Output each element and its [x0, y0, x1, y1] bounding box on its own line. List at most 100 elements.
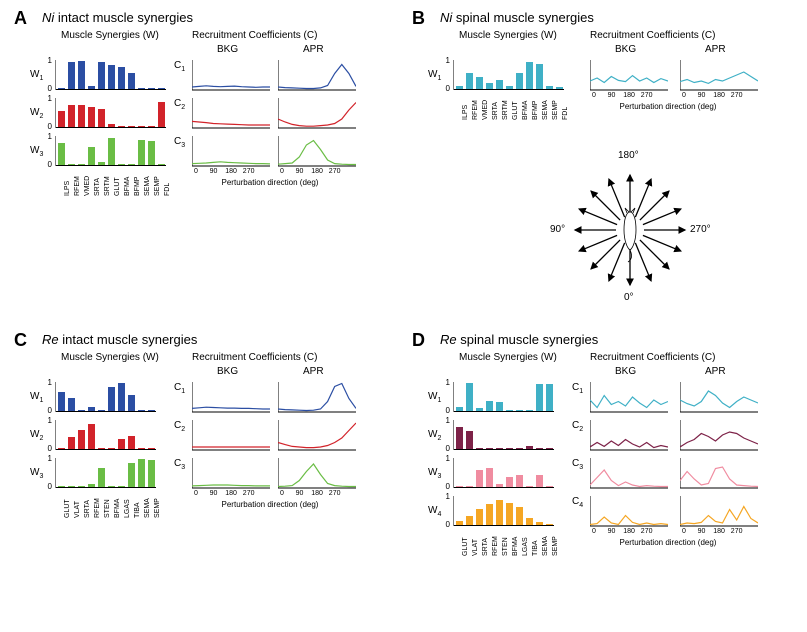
bar-chart — [56, 420, 156, 450]
bar — [58, 111, 65, 128]
bar-chart — [454, 420, 554, 450]
y-tick: 1 — [42, 94, 52, 103]
bar — [496, 448, 503, 450]
bar — [466, 383, 473, 412]
y-tick: 0 — [42, 84, 52, 93]
bar — [456, 486, 463, 488]
y-tick: 1 — [440, 454, 450, 463]
bar — [546, 486, 553, 488]
x-axis-label: Perturbation direction (deg) — [182, 178, 358, 187]
bar-chart — [454, 382, 554, 412]
bar — [526, 62, 533, 89]
x-tick: 270 — [325, 168, 345, 175]
bar — [88, 484, 95, 487]
bar — [456, 407, 463, 412]
x-axis-label: Perturbation direction (deg) — [580, 102, 756, 111]
panel-label: C — [14, 330, 27, 351]
bar — [526, 486, 533, 488]
c-label: C1 — [572, 382, 583, 395]
bar — [68, 164, 75, 166]
sub-header-w: Muscle Synergies (W) — [61, 30, 159, 41]
sub-header-w: Muscle Synergies (W) — [61, 352, 159, 363]
muscle-label: STEN — [104, 499, 111, 518]
muscle-label: SRTA — [492, 102, 499, 120]
muscle-label: BFMA — [512, 537, 519, 556]
bar-chart — [454, 60, 564, 90]
bar — [108, 387, 115, 411]
muscle-label: SRTM — [502, 100, 509, 120]
header-apr: APR — [705, 366, 726, 377]
muscle-label: SEMP — [154, 176, 161, 196]
x-tick: 270 — [239, 168, 259, 175]
bar — [148, 410, 155, 412]
sub-header-c: Recruitment Coefficients (C) — [192, 352, 317, 363]
x-axis-label: Perturbation direction (deg) — [580, 538, 756, 547]
bar — [496, 484, 503, 487]
bar — [546, 524, 553, 526]
bar — [128, 436, 135, 450]
bar — [506, 86, 513, 89]
bar — [476, 509, 483, 526]
bar — [68, 398, 75, 412]
bar — [128, 126, 135, 128]
muscle-label: RFEM — [74, 176, 81, 196]
muscle-label: SRTA — [482, 538, 489, 556]
muscle-label: BFMA — [522, 101, 529, 120]
bar — [506, 410, 513, 412]
bar — [78, 430, 85, 450]
bar — [536, 448, 543, 450]
bar — [98, 468, 105, 488]
muscle-label: ILPS — [64, 181, 71, 196]
muscle-label: BFMP — [134, 177, 141, 196]
bar — [68, 62, 75, 89]
w-label: W2 — [30, 429, 43, 442]
bar — [138, 459, 145, 488]
bar-chart — [56, 60, 166, 90]
muscle-label: GLUT — [462, 537, 469, 556]
c-label: C2 — [174, 98, 185, 111]
line-chart — [590, 496, 668, 528]
muscle-label: BFMA — [124, 177, 131, 196]
header-bkg: BKG — [217, 366, 238, 377]
bar-chart — [56, 458, 156, 488]
bar — [118, 164, 125, 166]
bar — [88, 86, 95, 89]
bar — [78, 105, 85, 127]
bar — [536, 475, 543, 487]
bar — [58, 392, 65, 412]
c-label: C2 — [572, 420, 583, 433]
bar — [68, 105, 75, 128]
bar — [128, 463, 135, 487]
bar — [88, 407, 95, 412]
bar — [466, 431, 473, 449]
bar — [108, 124, 115, 127]
bar — [58, 88, 65, 89]
x-axis-label: Perturbation direction (deg) — [182, 500, 358, 509]
muscle-label: SEMA — [144, 176, 151, 196]
bar — [68, 486, 75, 488]
muscle-label: VLAT — [472, 539, 479, 556]
bar — [158, 102, 165, 128]
bar — [98, 62, 105, 89]
muscle-label: SEMP — [154, 498, 161, 518]
bar — [466, 516, 473, 525]
bar — [456, 86, 463, 89]
muscle-label: FDL — [164, 183, 171, 196]
line-chart — [278, 420, 356, 452]
bar — [138, 410, 145, 412]
bar — [158, 88, 165, 90]
line-chart — [278, 136, 356, 168]
bar — [58, 486, 65, 488]
line-chart — [278, 60, 356, 92]
y-tick: 0 — [440, 406, 450, 415]
bar — [486, 448, 493, 450]
bar — [78, 410, 85, 412]
bar — [98, 162, 105, 165]
bar — [148, 460, 155, 487]
line-chart — [590, 420, 668, 452]
muscle-label: BFMP — [532, 101, 539, 120]
muscle-label: SRTA — [84, 500, 91, 518]
bar-chart — [56, 98, 166, 128]
bar — [78, 164, 85, 166]
bar — [138, 448, 145, 450]
